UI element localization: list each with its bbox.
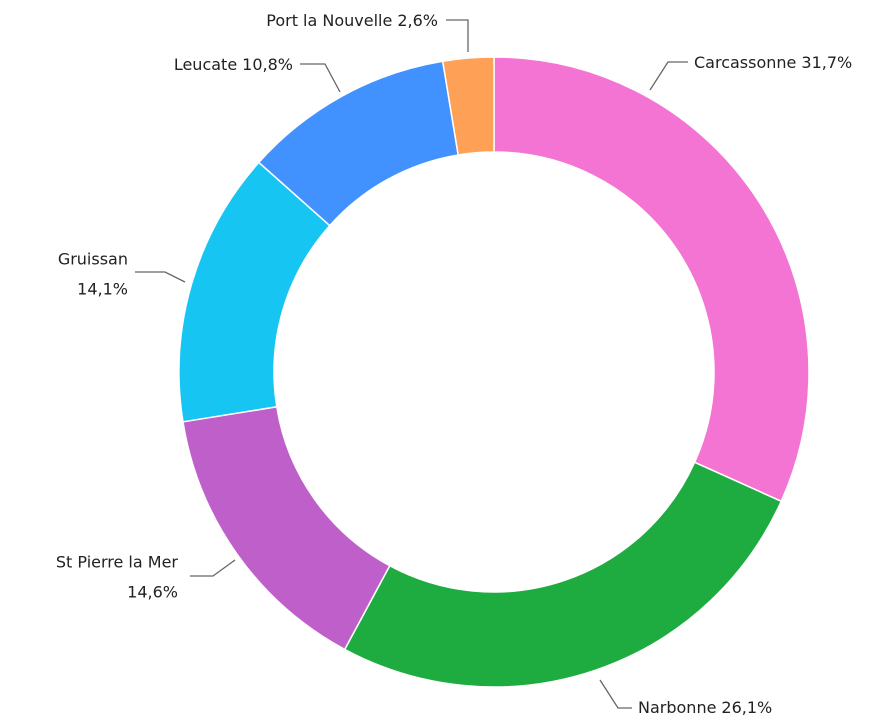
slice-label-group: Narbonne 26,1% <box>638 698 772 717</box>
slice-label-group: Leucate 10,8% <box>174 55 293 74</box>
leader-line <box>599 679 632 709</box>
slice-label: Narbonne <box>638 698 716 717</box>
donut-slice <box>493 56 810 503</box>
slice-label: St Pierre la Mer <box>56 553 179 572</box>
leader-line <box>446 19 469 52</box>
slice-value: 2,6% <box>397 11 438 30</box>
slice-label: Port la Nouvelle <box>266 11 392 30</box>
slice-label-group: Port la Nouvelle 2,6% <box>266 11 438 30</box>
slice-label: Carcassonne <box>694 53 796 72</box>
donut-slice <box>343 461 783 688</box>
slice-label: Gruissan <box>58 250 128 269</box>
leader-line <box>190 559 236 577</box>
slice-value: 14,1% <box>77 280 128 299</box>
donut-slice <box>182 405 391 651</box>
slice-value: 31,7% <box>801 53 852 72</box>
leader-line <box>300 63 341 93</box>
slice-label-group: Carcassonne 31,7% <box>694 53 852 72</box>
slice-value: 26,1% <box>721 698 772 717</box>
leader-line <box>649 61 688 91</box>
leader-line <box>135 271 186 283</box>
slice-value: 10,8% <box>242 55 293 74</box>
slice-value: 14,6% <box>127 583 178 602</box>
donut-slice <box>441 56 495 156</box>
slice-label: Leucate <box>174 55 237 74</box>
